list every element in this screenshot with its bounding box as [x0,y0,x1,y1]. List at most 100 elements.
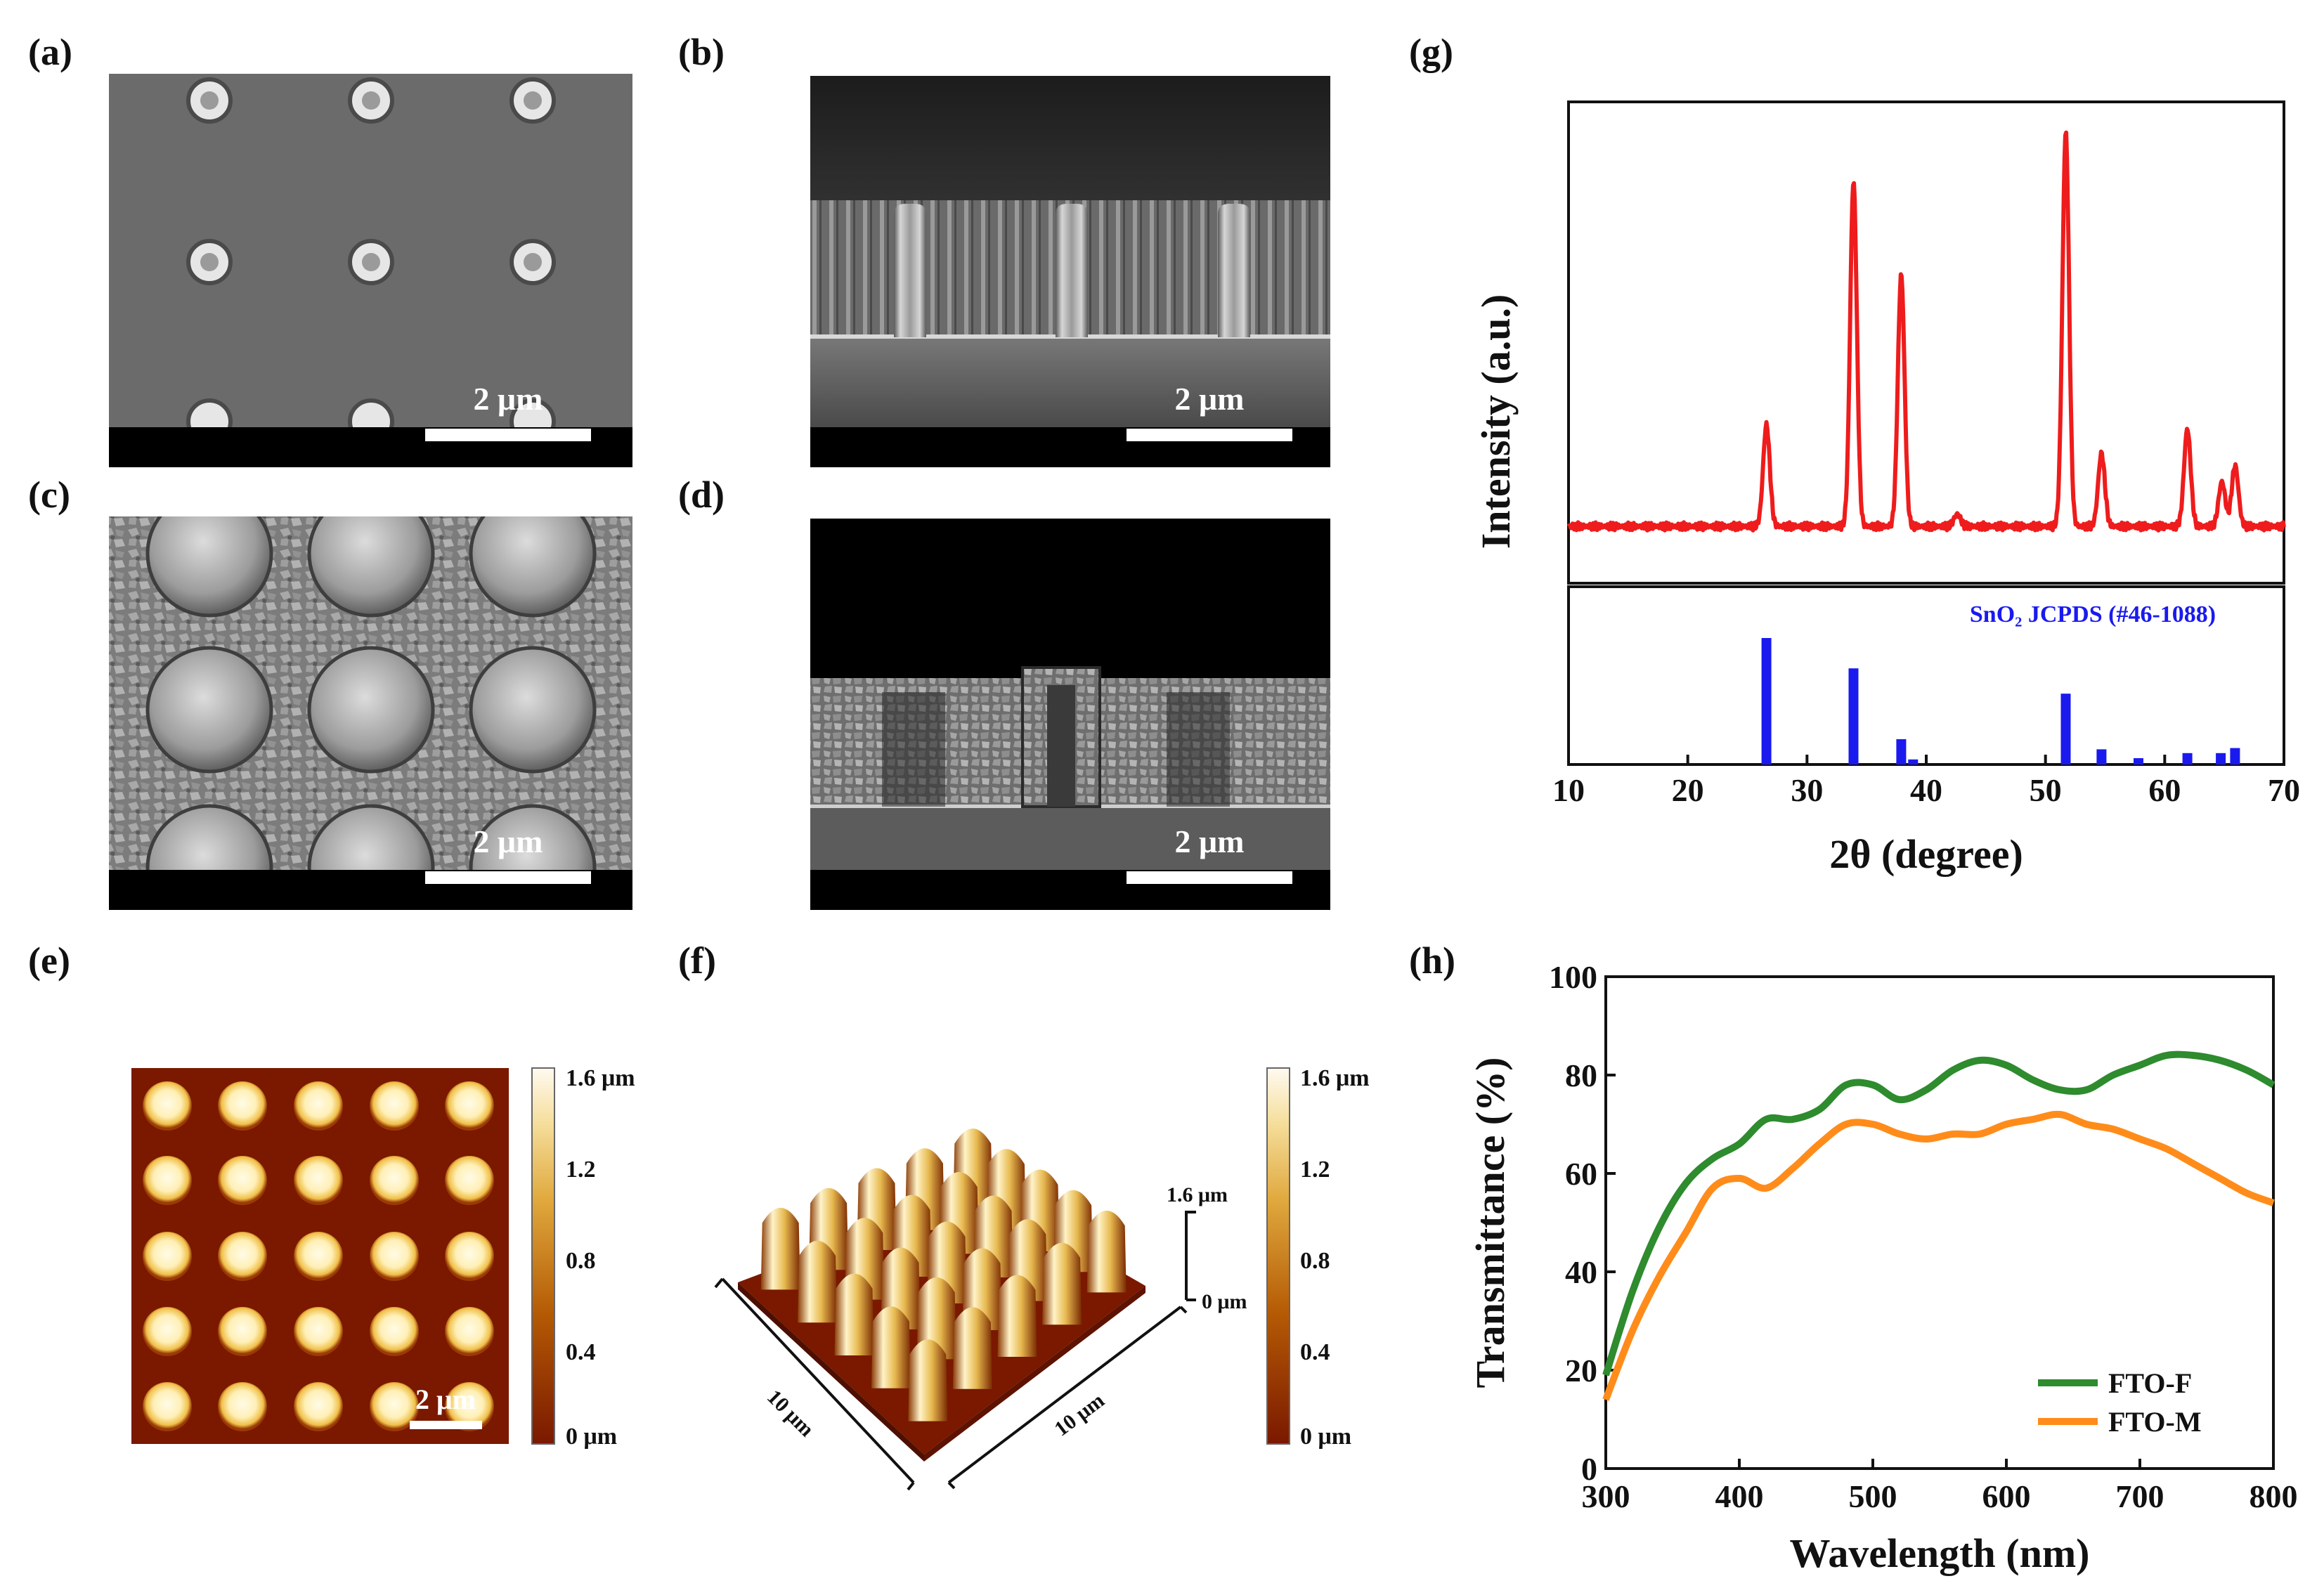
sem-pillar [894,204,926,337]
y-tick-label: 0 [1581,1451,1597,1487]
afm-peaks-f [760,1128,1127,1421]
scale-bar-label-d: 2 μm [1175,824,1245,859]
axis-3d-f [714,1211,1196,1491]
reference-legend: SnO₂ JCPDS (#46-1088) [1970,601,2216,627]
y-axis-title-g: Intensity (a.u.) [1473,294,1519,549]
scale-bar-b [1127,429,1292,441]
x-axis-title-g: 2θ (degree) [1829,831,2023,877]
colorbar-tick: 1.6 μm [1300,1065,1370,1091]
panel-label-g: (g) [1409,31,1453,73]
colorbar-tick: 0.8 [566,1248,596,1274]
xrd-chart: 10 20 30 40 50 60 70 SnO₂ JCPDS (#46-1088) 2θ … [1473,100,2300,877]
scale-bar-c [425,871,591,884]
y-tick-label: 40 [1565,1254,1597,1290]
afm-map-e [131,1068,509,1444]
colorbar-tick: 1.2 [1300,1157,1330,1183]
afm-pillar [997,1275,1037,1357]
colorbar-tick: 0.4 [1300,1339,1330,1365]
colorbar-tick: 1.6 μm [566,1065,635,1091]
x-tick-label: 10 [1552,772,1585,808]
reference-bar [2134,758,2143,764]
reference-bar [2230,748,2240,764]
x-tick-label: 70 [2268,772,2300,808]
y-tick-label: 100 [1549,959,1597,995]
transmittance-chart: 300 400 500 600 700 800 0 20 40 60 80 100 FTO-F FTO… [1467,959,2298,1576]
panel-label-d: (d) [678,474,725,516]
colorbar-tick: 0 μm [1300,1424,1351,1450]
reference-bar [2060,694,2071,764]
panel-label-f: (f) [678,939,716,982]
scale-bar-label-c: 2 μm [474,824,543,859]
colorbar-tick: 0 μm [566,1424,617,1450]
afm-pillar [1086,1210,1127,1293]
afm-pillar [760,1207,800,1290]
afm-pillar [798,1240,838,1323]
z-axis-bottom-f: 0 μm [1202,1290,1247,1313]
colorbar-tick: 1.2 [566,1157,596,1183]
afm-dots-e [143,1081,494,1431]
sem-flowers-c [145,516,597,910]
sem-image-b [810,76,1330,467]
z-axis-top-f: 1.6 μm [1167,1183,1228,1206]
scale-bar-label-e: 2 μm [415,1384,476,1415]
reference-bar [2216,753,2226,764]
afm-pillar [952,1307,992,1389]
afm-pillar [916,1277,956,1360]
series-line-xrd [1566,130,2286,533]
scale-bar-d [1127,871,1292,884]
y-tick-label: 20 [1565,1353,1597,1388]
x-tick-label: 60 [2148,772,2181,808]
scale-bar-label-a: 2 μm [474,381,543,417]
sem-pillar [1218,204,1250,337]
afm-pillar [834,1273,874,1355]
xrd-plot-frame [1567,100,2285,585]
scale-bar-a [425,429,591,441]
reference-bar [1848,668,1859,764]
sem-image-c [109,516,632,910]
scale-bar-label-b: 2 μm [1175,381,1245,417]
x-tick-label: 600 [1982,1478,2031,1514]
x-tick-label: 300 [1582,1478,1630,1514]
x-tick-label: 30 [1791,772,1823,808]
x-tick-label: 500 [1849,1478,1897,1514]
series-line-fto-m [1602,1110,2275,1401]
panel-label-b: (b) [678,31,725,73]
y-axis-label-f: 10 μm [1050,1388,1108,1440]
legend-label-fto-m: FTO-M [2108,1406,2202,1438]
x-tick-label: 400 [1715,1478,1764,1514]
x-tick-label: 50 [2030,772,2062,808]
afm-pillar [1042,1242,1082,1325]
x-tick-label: 20 [1672,772,1704,808]
x-tick-label: 40 [1910,772,1942,808]
reference-bar [1896,739,1907,764]
x-tick-label: 700 [2116,1478,2164,1514]
colorbar-tick: 0.4 [566,1339,596,1365]
sem-image-a [109,74,632,467]
reference-bar [2182,753,2193,764]
sem-image-d [810,519,1330,910]
y-tick-label: 60 [1565,1156,1597,1192]
afm-pillar [871,1306,911,1388]
reference-bar [1761,638,1772,764]
colorbar-f: 1.6 μm 1.2 0.8 0.4 0 μm [1266,1065,1370,1450]
panel-label-a: (a) [28,31,72,73]
y-tick-label: 80 [1565,1057,1597,1093]
x-tick-label: 800 [2250,1478,2298,1514]
y-axis-title-h: Transmittance (%) [1467,1057,1513,1388]
legend-label-fto-f: FTO-F [2108,1367,2192,1399]
panel-label-c: (c) [28,474,70,516]
series-line-fto-f [1602,1050,2276,1377]
colorbar-e: 1.6 μm 1.2 0.8 0.4 0 μm [531,1065,635,1450]
sem-pillar [1056,204,1088,337]
panel-label-e: (e) [28,939,70,982]
colorbar-tick: 0.8 [1300,1248,1330,1274]
afm-3d-f [738,1128,1145,1462]
reference-bar [1908,759,1919,764]
afm-pillar [908,1339,948,1421]
scale-bar-e [410,1421,482,1429]
sem-dots-a [186,77,556,445]
legend-h: FTO-F FTO-M [2038,1367,2202,1438]
panel-label-h: (h) [1409,939,1455,982]
x-axis-label-f: 10 μm [762,1386,819,1442]
